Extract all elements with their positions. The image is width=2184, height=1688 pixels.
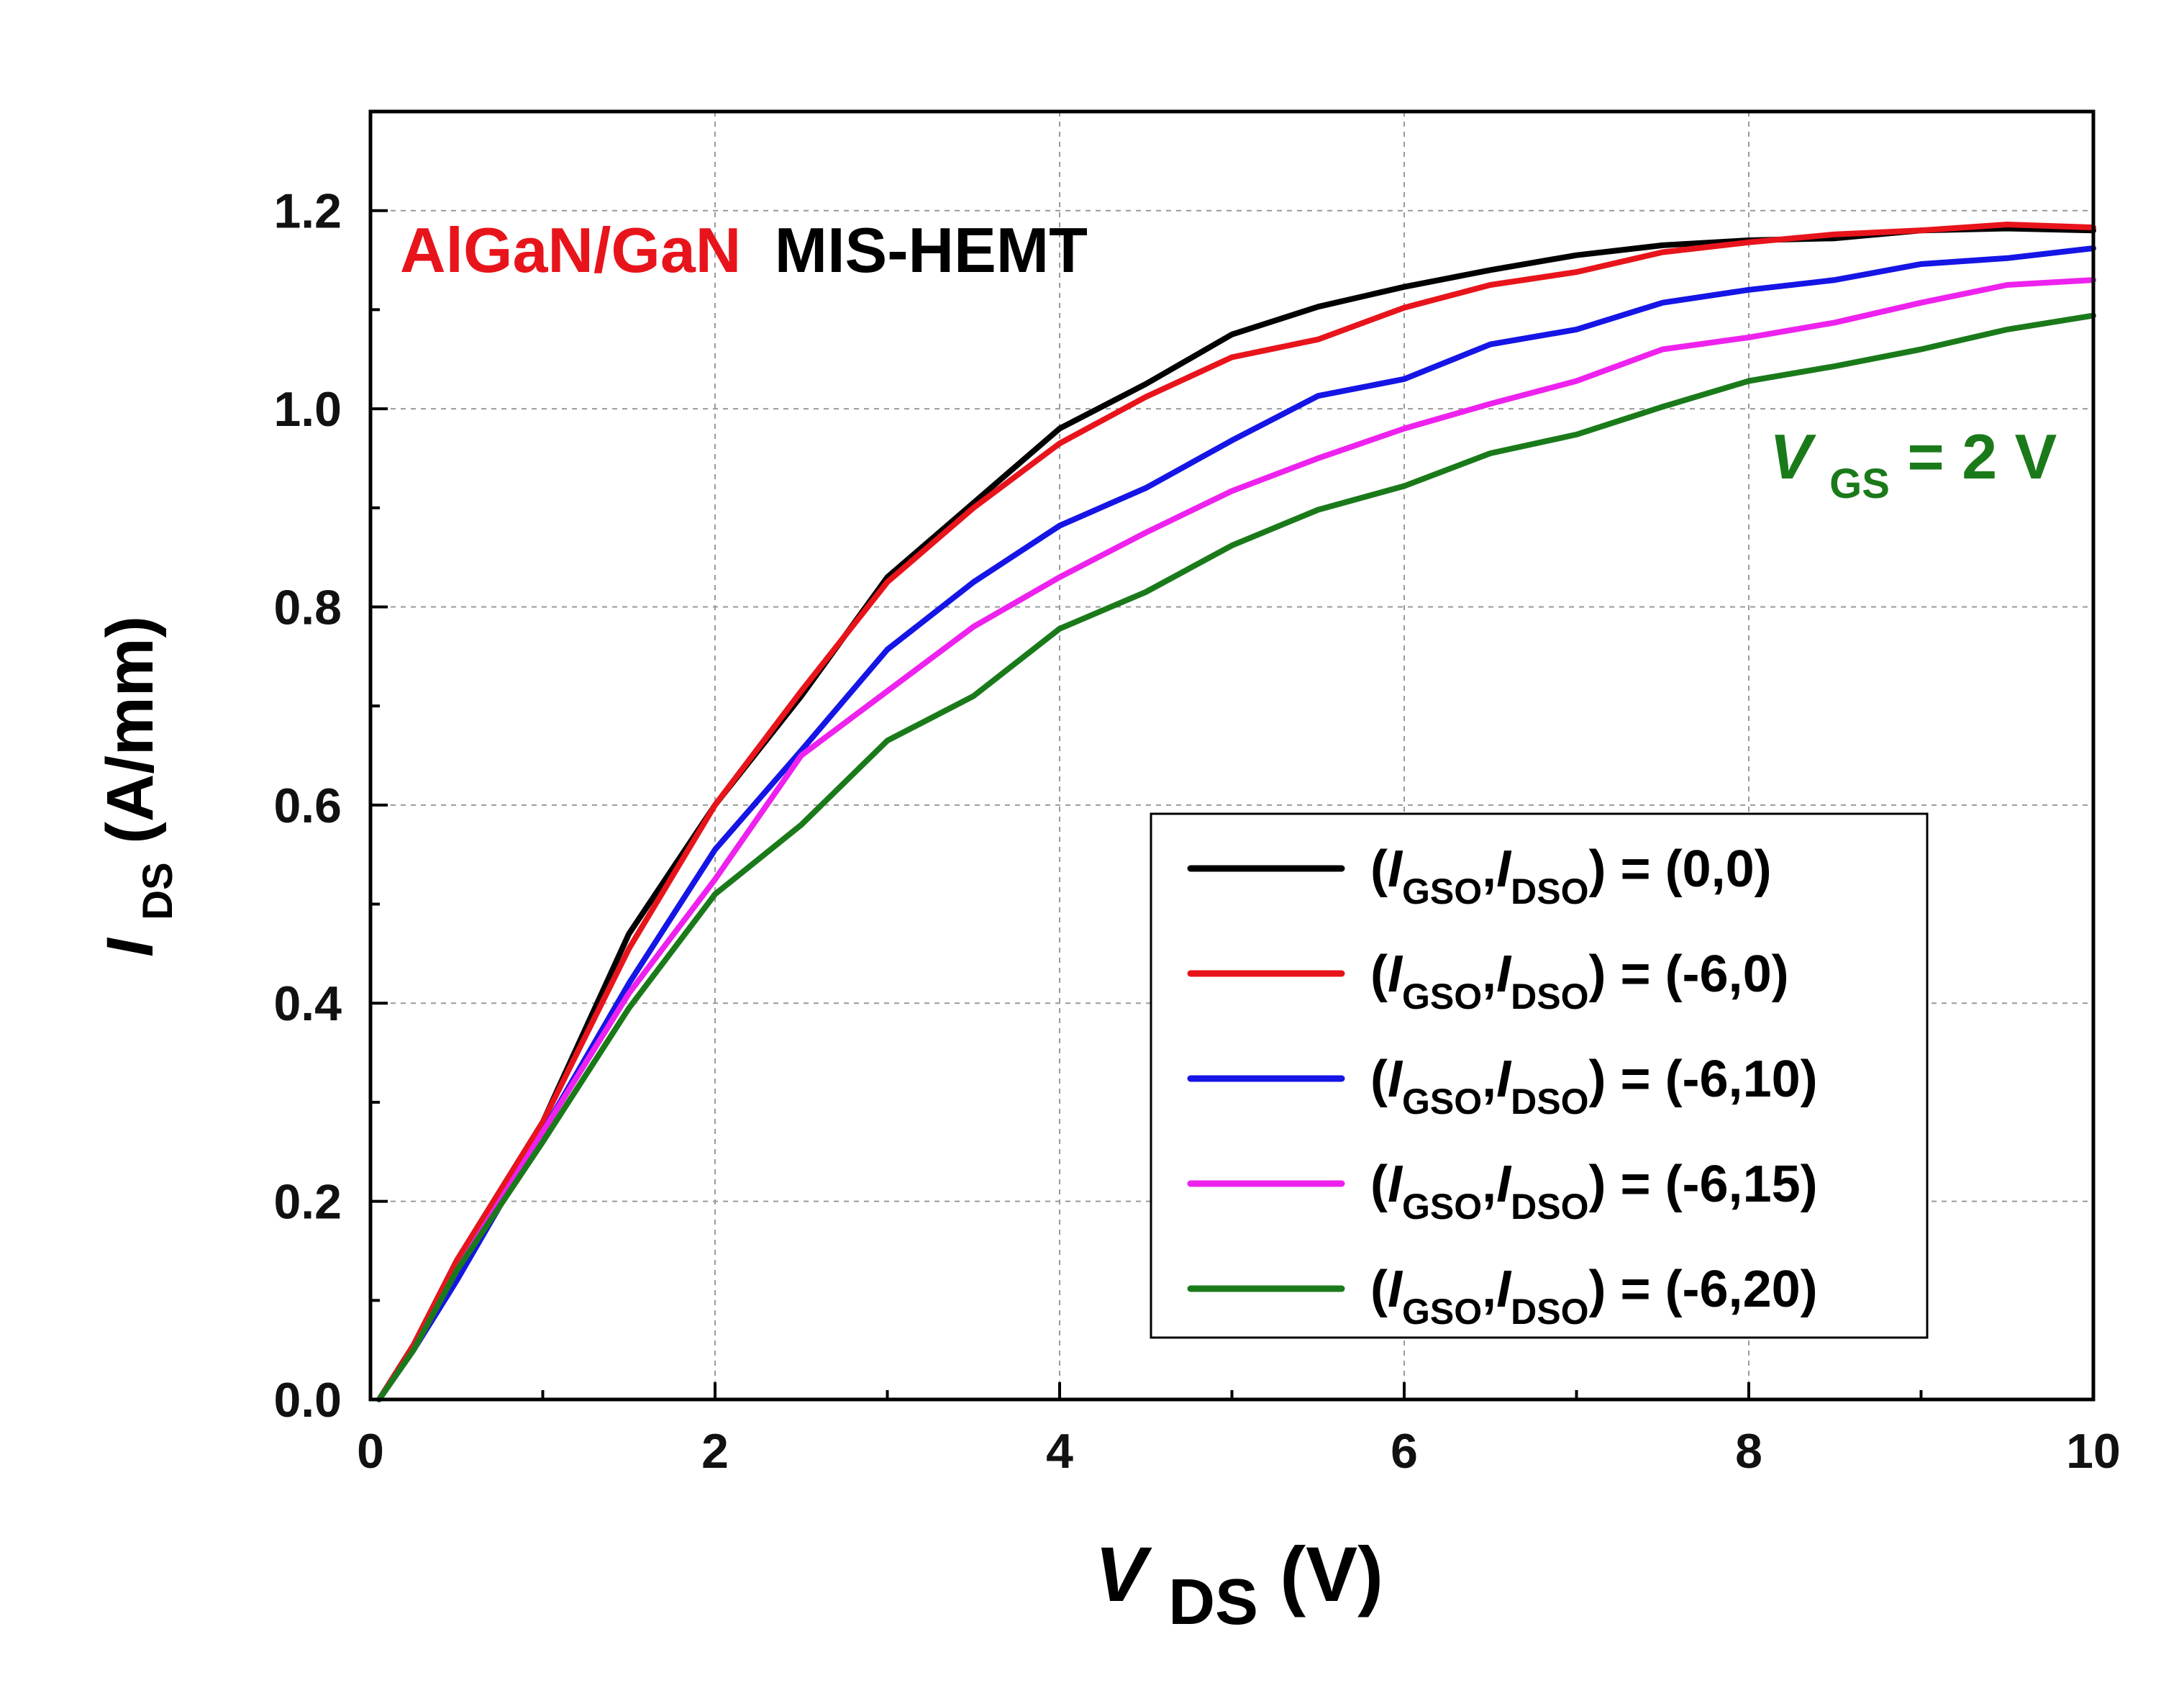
series-line-(-6,0) [376,222,2096,1402]
y-tick-label: 1.0 [273,382,342,437]
chart-title-device: MIS-HEMT [775,214,1088,286]
y-tick-label: 1.2 [273,184,342,239]
x-axis-label-symbol: V [1095,1530,1152,1617]
x-tick-label: 6 [1391,1424,1418,1479]
chart-title: AlGaN/GaN MIS-HEMT [400,214,1088,286]
x-tick-label: 2 [701,1424,729,1479]
x-tick-label: 10 [2066,1424,2121,1479]
series-line-(-6,20) [376,312,2096,1402]
series-line-(-6,15) [376,277,2096,1402]
legend-entry: (IGSO,IDSO) = (0,0) [1370,840,1772,912]
y-axis-label: I DS (A/mm) [94,616,186,957]
x-axis-label-subscript: DS [1168,1566,1258,1638]
y-tick-label: 0.4 [273,976,342,1031]
axis-ticks [369,209,2095,1401]
vgs-annotation-subscript: GS [1829,460,1890,507]
legend-entry: (IGSO,IDSO) = (-6,20) [1370,1261,1818,1332]
vgs-annotation-symbol: V [1770,421,1816,492]
chart-title-material: AlGaN/GaN [400,214,741,286]
x-tick-label: 4 [1046,1424,1073,1479]
legend-entry: (IGSO,IDSO) = (-6,10) [1370,1051,1818,1122]
tick-labels: 0 2 4 6 8 10 0.0 0.2 0.4 0.6 0.8 1.0 1.2 [273,184,2120,1479]
y-tick-label: 0.0 [273,1373,342,1428]
legend: (IGSO,IDSO) = (0,0) (IGSO,IDSO) = (-6,0) (… [1150,812,1929,1339]
legend-entry: (IGSO,IDSO) = (-6,0) [1370,945,1789,1017]
y-tick-label: 0.2 [273,1175,342,1230]
y-axis-label-subscript: DS [135,862,181,920]
grid [370,112,2093,1399]
x-tick-label: 8 [1735,1424,1762,1479]
vgs-annotation-value: = 2 V [1907,421,2057,492]
series-lines [376,222,2096,1402]
vgs-annotation: V GS = 2 V [1770,421,2057,512]
legend-entry: (IGSO,IDSO) = (-6,15) [1370,1156,1818,1227]
x-axis-label-unit: (V) [1280,1530,1383,1617]
y-tick-label: 0.8 [273,580,342,635]
x-axis-label: V DS (V) [1095,1530,1383,1641]
x-tick-label: 0 [357,1424,384,1479]
y-axis-label-symbol: I [94,937,167,957]
y-tick-label: 0.6 [273,779,342,833]
y-axis-label-unit: (A/mm) [94,616,167,844]
